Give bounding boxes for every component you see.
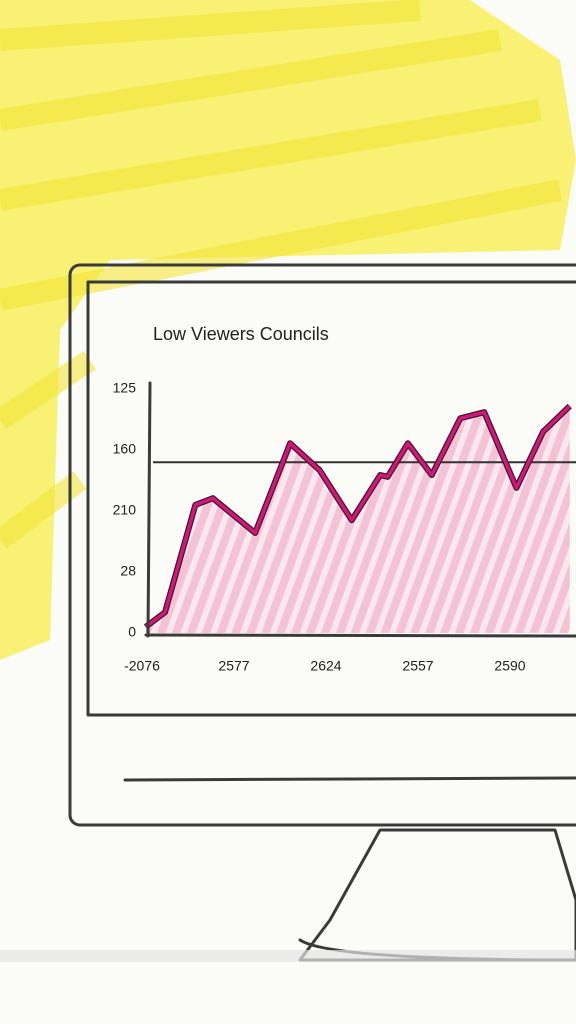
- chart-title: Low Viewers Councils: [153, 324, 329, 344]
- y-tick-label: 0: [128, 624, 136, 640]
- y-tick-label: 125: [113, 380, 137, 396]
- y-tick-label: 160: [113, 441, 137, 457]
- y-tick-label: 210: [113, 502, 137, 518]
- x-axis: [144, 633, 576, 638]
- x-tick-label: 2590: [494, 658, 525, 674]
- area: [145, 406, 570, 633]
- plot: [143, 403, 576, 633]
- x-tick-label: -2076: [124, 658, 160, 674]
- yellow-scribble: [0, 0, 576, 660]
- x-tick-label: 2557: [402, 658, 433, 674]
- x-tick-label: 2624: [310, 658, 341, 674]
- y-axis: [146, 381, 152, 638]
- x-tick-label: 2577: [218, 658, 249, 674]
- line: [144, 404, 572, 629]
- y-tick-label: 28: [120, 563, 136, 579]
- monitor: [0, 263, 576, 962]
